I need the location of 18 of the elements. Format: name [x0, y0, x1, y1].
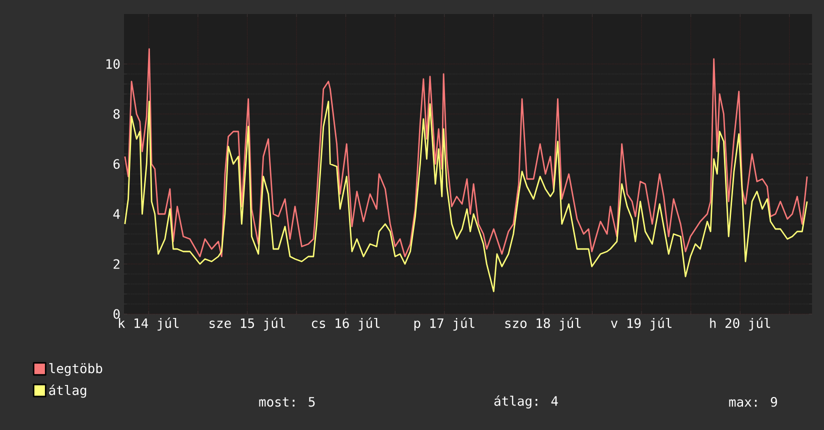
- y-tick-label: 6: [114, 159, 120, 169]
- text: átlag: 4: [494, 395, 558, 408]
- legend-label: átlag: [49, 384, 86, 398]
- legend-label: legtöbb: [49, 363, 102, 376]
- x-tick-label: k 14 júl: [118, 318, 179, 331]
- x-tick-label: sze 15 júl: [210, 318, 285, 331]
- text: most: 5: [259, 397, 315, 407]
- text: max: 9: [729, 397, 777, 407]
- x-tick-label: szo 18 júl: [505, 318, 581, 331]
- x-tick-label: p 17 júl: [414, 318, 474, 331]
- y-tick-label: 4: [113, 209, 120, 219]
- y-tick-label: 10: [106, 59, 120, 69]
- x-tick-label: cs 16 júl: [312, 318, 380, 331]
- y-tick-label: 8: [114, 109, 120, 119]
- x-tick-label: v 19 júl: [610, 318, 672, 331]
- x-tick-label: h 20 júl: [710, 318, 770, 331]
- y-tick-label: 2: [114, 259, 120, 269]
- y-tick-label: 0: [114, 309, 120, 319]
